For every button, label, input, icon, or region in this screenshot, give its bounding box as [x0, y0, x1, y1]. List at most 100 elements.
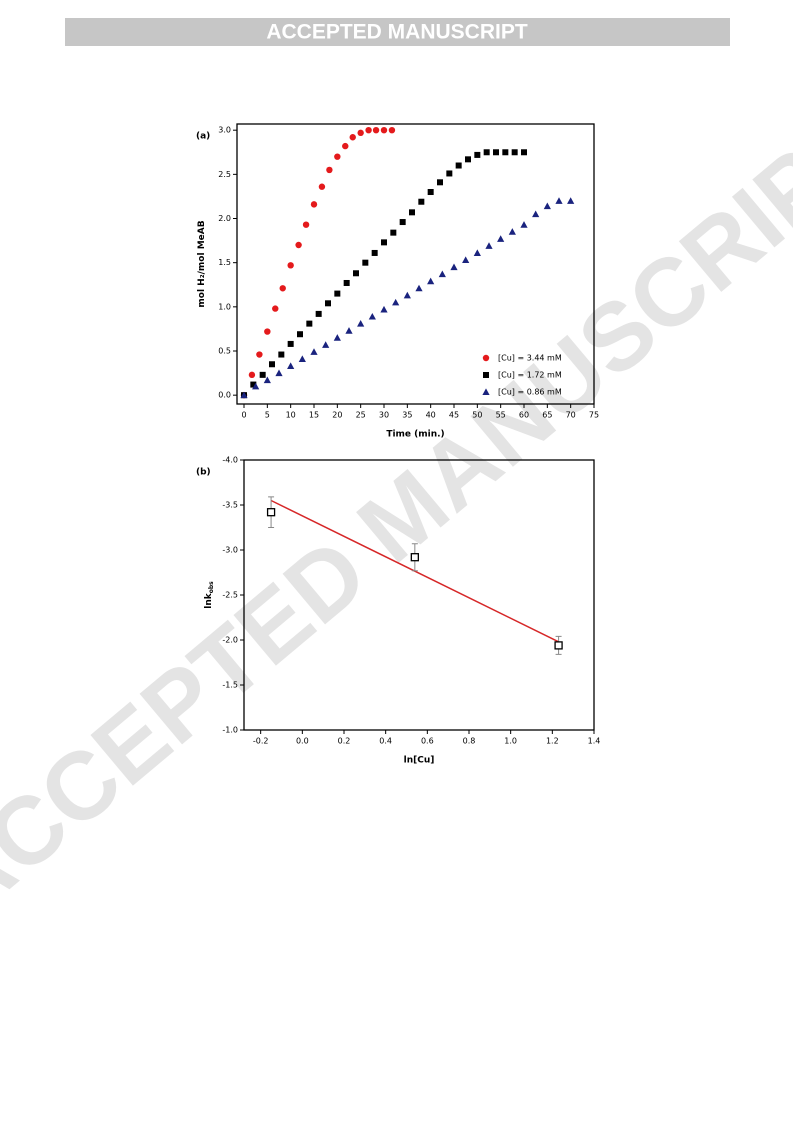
- x-axis-label: ln[Cu]: [404, 756, 435, 766]
- data-point: [390, 229, 397, 236]
- legend-marker: [483, 372, 489, 378]
- y-tick-label: -1.0: [222, 726, 238, 735]
- data-point: [334, 153, 341, 160]
- x-tick-label: 0: [241, 411, 246, 420]
- data-point: [279, 285, 286, 292]
- x-tick-label: 20: [332, 411, 342, 420]
- legend-label: [Cu] = 3.44 mM: [498, 354, 562, 363]
- data-point: [306, 320, 313, 327]
- x-tick-label: 0.2: [338, 737, 351, 746]
- x-tick-label: 45: [449, 411, 459, 420]
- data-point: [473, 249, 481, 256]
- data-point: [399, 219, 406, 226]
- x-tick-label: 70: [566, 411, 576, 420]
- data-point: [250, 381, 257, 388]
- y-tick-label: 1.0: [218, 302, 231, 311]
- data-point: [362, 259, 369, 266]
- data-point: [297, 331, 303, 338]
- data-point: [240, 391, 248, 399]
- data-point: [368, 312, 376, 320]
- data-point: [532, 210, 540, 218]
- x-tick-label: 50: [472, 411, 482, 420]
- data-point: [266, 508, 276, 517]
- data-point: [380, 126, 388, 134]
- data-point: [342, 142, 349, 150]
- data-point: [403, 291, 411, 299]
- data-point: [357, 320, 365, 327]
- data-point: [474, 151, 481, 158]
- x-tick-label: 35: [402, 411, 412, 420]
- data-point: [264, 328, 271, 335]
- data-point: [259, 371, 266, 378]
- x-tick-label: 10: [286, 411, 296, 420]
- data-point: [502, 149, 509, 156]
- data-point: [310, 201, 318, 208]
- panel-label: (a): [196, 132, 210, 142]
- data-point: [483, 149, 490, 156]
- x-tick-label: 15: [309, 411, 319, 420]
- x-tick-label: 30: [379, 411, 389, 420]
- data-point: [302, 221, 310, 228]
- data-point: [392, 298, 400, 306]
- data-point: [365, 126, 372, 134]
- y-axis-label-sub: obs: [208, 581, 215, 593]
- data-point: [333, 334, 341, 341]
- data-point: [287, 340, 294, 347]
- data-point: [555, 197, 563, 204]
- data-point: [418, 198, 425, 205]
- x-tick-label: 0.8: [463, 737, 476, 746]
- watermark: ACCEPTED MANUSCRIPT: [0, 90, 793, 940]
- data-point: [298, 355, 306, 362]
- data-point: [521, 149, 527, 156]
- panel-label: (b): [196, 468, 211, 478]
- y-tick-label: -1.5: [222, 681, 238, 690]
- header-bar: [65, 18, 730, 46]
- x-tick-label: 75: [589, 411, 599, 420]
- x-tick-label: 65: [542, 411, 552, 420]
- y-tick-label: -3.5: [222, 501, 238, 510]
- legend-label: [Cu] = 0.86 mM: [498, 388, 562, 397]
- y-tick-label: 0.5: [218, 347, 231, 356]
- data-point: [380, 305, 388, 313]
- x-tick-label: 0.0: [296, 737, 309, 746]
- x-tick-label: 0.4: [379, 737, 392, 746]
- data-point: [287, 362, 295, 370]
- data-point: [345, 327, 353, 334]
- plot-frame: [236, 123, 595, 405]
- data-point: [357, 129, 364, 137]
- data-point: [438, 270, 446, 278]
- data-point: [462, 256, 470, 264]
- data-point: [446, 170, 453, 177]
- x-tick-label: 1.0: [504, 737, 517, 746]
- x-tick-label: 0.6: [421, 737, 434, 746]
- data-point: [427, 189, 434, 196]
- data-point: [409, 209, 415, 216]
- data-point: [256, 351, 263, 358]
- legend-marker: [482, 388, 490, 395]
- data-point: [410, 553, 419, 562]
- y-tick-label: 0.0: [218, 391, 231, 400]
- y-tick-label: -4.0: [222, 456, 238, 465]
- data-point: [450, 263, 458, 271]
- data-point: [343, 279, 350, 286]
- data-point: [263, 376, 271, 384]
- data-point: [508, 228, 516, 235]
- y-tick-label: -2.5: [222, 591, 238, 600]
- data-point: [318, 183, 326, 190]
- data-point: [252, 382, 260, 390]
- data-point: [388, 126, 396, 134]
- x-tick-label: 5: [265, 411, 270, 420]
- x-tick-label: 60: [519, 411, 529, 420]
- x-tick-label: 25: [356, 411, 366, 420]
- header-title: ACCEPTED MANUSCRIPT: [266, 21, 528, 44]
- y-axis-label-main: lnk: [204, 592, 214, 608]
- data-point: [493, 149, 499, 156]
- data-point: [275, 369, 283, 377]
- data-point: [455, 162, 462, 169]
- legend-marker: [482, 354, 490, 362]
- data-point: [272, 305, 279, 312]
- data-point: [248, 371, 256, 379]
- data-point: [295, 241, 302, 249]
- x-tick-label: 40: [426, 411, 436, 420]
